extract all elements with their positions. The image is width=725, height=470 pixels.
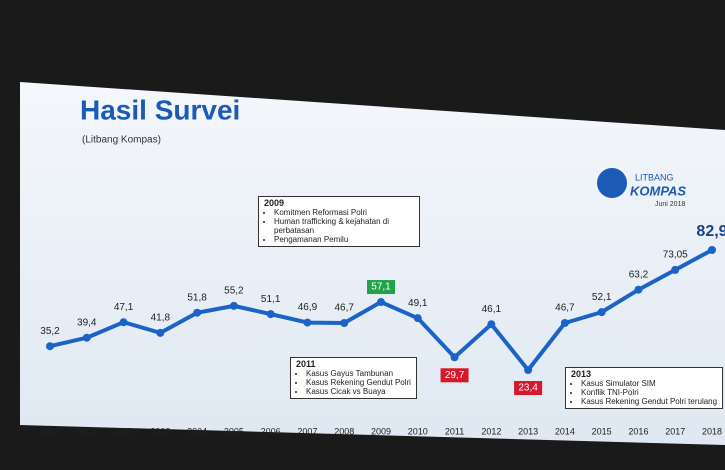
- value-label: 55,2: [224, 286, 244, 297]
- value-label: 41,8: [151, 313, 171, 324]
- point: [451, 353, 459, 361]
- value-label: 39,4: [77, 317, 97, 328]
- x-tick-label: 2000: [40, 426, 60, 436]
- x-tick-label: 2011: [445, 426, 464, 436]
- chart-subtitle: (Litbang Kompas): [82, 135, 161, 146]
- x-tick-label: 2005: [224, 426, 244, 436]
- value-label: 46,9: [298, 302, 318, 313]
- annotation-item: Kasus Rekening Gendut Polri: [306, 378, 411, 387]
- point: [487, 320, 495, 328]
- x-tick-label: 2006: [261, 426, 281, 436]
- logo-date: Juni 2018: [655, 201, 685, 208]
- value-label: 35,2: [40, 326, 60, 337]
- annotation-item: Pengamanan Pemilu: [274, 235, 414, 244]
- annotation-list: Kasus Gayus TambunanKasus Rekening Gendu…: [296, 369, 411, 396]
- x-tick-label: 2015: [592, 426, 612, 436]
- value-label: 46,7: [555, 303, 575, 314]
- point: [524, 366, 532, 374]
- annotation-item: Konflik TNI-Polri: [581, 388, 717, 397]
- point: [46, 342, 54, 350]
- logo-top: LITBANG: [635, 172, 674, 182]
- x-tick-label: 2017: [665, 426, 685, 436]
- x-tick-label: 2001: [77, 426, 97, 436]
- annotation-box: 2011Kasus Gayus TambunanKasus Rekening G…: [290, 357, 417, 399]
- point: [598, 308, 606, 316]
- x-tick-label: 2018: [702, 426, 722, 436]
- x-tick-label: 2014: [555, 426, 575, 436]
- value-label: 63,2: [629, 269, 649, 280]
- value-label: 52,1: [592, 292, 612, 303]
- annotation-item: Human trafficking & kejahatan di perbata…: [274, 217, 414, 235]
- point: [303, 319, 311, 327]
- value-label: 47,1: [114, 302, 134, 313]
- annotation-year: 2013: [571, 370, 717, 379]
- value-label: 73,05: [663, 250, 688, 261]
- point: [230, 302, 238, 310]
- annotation-year: 2011: [296, 360, 411, 369]
- value-label: 51,1: [261, 294, 281, 305]
- annotation-list: Komitmen Reformasi PolriHuman traffickin…: [264, 208, 414, 244]
- x-tick-label: 2013: [518, 426, 538, 436]
- point: [193, 309, 201, 317]
- point: [671, 266, 679, 274]
- annotation-item: Kasus Simulator SIM: [581, 379, 717, 388]
- logo-icon: [597, 168, 627, 198]
- point: [340, 319, 348, 327]
- value-label: 46,1: [482, 304, 502, 315]
- logo-name: KOMPAS: [630, 183, 686, 198]
- chart-title: Hasil Survei: [80, 94, 240, 125]
- point: [414, 314, 422, 322]
- value-label: 82,9: [696, 223, 725, 240]
- value-label: 51,8: [187, 292, 207, 303]
- point: [561, 319, 569, 327]
- annotation-item: Kasus Gayus Tambunan: [306, 369, 411, 378]
- point: [377, 298, 385, 306]
- point: [267, 310, 275, 318]
- x-tick-label: 2016: [628, 426, 648, 436]
- x-tick-label: 2003: [150, 426, 170, 436]
- value-label: 49,1: [408, 298, 428, 309]
- page: Hasil Survei (Litbang Kompas) LITBANG KO…: [0, 0, 725, 470]
- point: [634, 286, 642, 294]
- x-tick-label: 2009: [371, 426, 391, 436]
- x-tick-label: 2004: [187, 426, 207, 436]
- annotation-list: Kasus Simulator SIMKonflik TNI-PolriKasu…: [571, 379, 717, 406]
- x-tick-label: 2010: [408, 426, 428, 436]
- value-label: 29,7: [445, 370, 465, 381]
- x-tick-label: 2008: [334, 426, 354, 436]
- x-tick-label: 2007: [297, 426, 317, 436]
- annotation-item: Kasus Rekening Gendut Polri terulang: [581, 397, 717, 406]
- x-tick-label: 2012: [481, 426, 501, 436]
- point: [120, 318, 128, 326]
- annotation-item: Kasus Cicak vs Buaya: [306, 387, 411, 396]
- value-label: 23,4: [518, 383, 538, 394]
- value-label: 57,1: [371, 282, 391, 293]
- point: [83, 334, 91, 342]
- point: [708, 246, 716, 254]
- annotation-box: 2009Komitmen Reformasi PolriHuman traffi…: [258, 196, 420, 247]
- value-label: 46,7: [334, 303, 354, 314]
- x-tick-label: 2002: [114, 426, 134, 436]
- annotation-year: 2009: [264, 199, 414, 208]
- annotation-item: Komitmen Reformasi Polri: [274, 208, 414, 217]
- point: [156, 329, 164, 337]
- annotation-box: 2013Kasus Simulator SIMKonflik TNI-Polri…: [565, 367, 723, 409]
